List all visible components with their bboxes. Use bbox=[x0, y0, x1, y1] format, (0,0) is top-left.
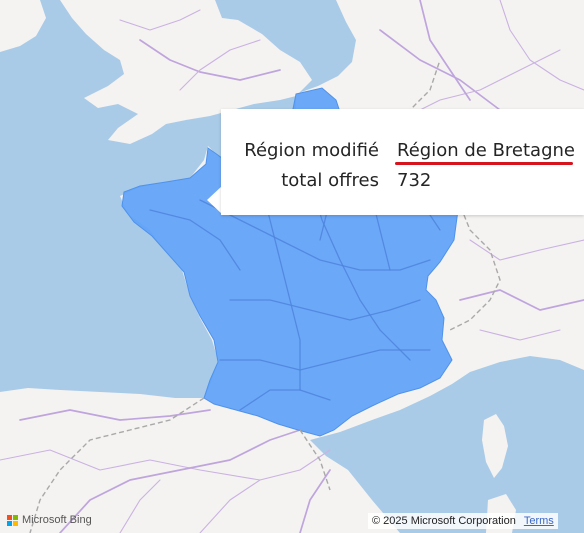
map-footer: © 2025 Microsoft Corporation Terms bbox=[368, 513, 558, 529]
landmass-corsica bbox=[482, 414, 508, 478]
tooltip-pointer bbox=[207, 186, 222, 214]
tooltip-label-region: Région modifié bbox=[244, 140, 379, 161]
copyright-text: © 2025 Microsoft Corporation bbox=[372, 515, 516, 527]
country-borders bbox=[29, 59, 501, 533]
tooltip-value-offers: 732 bbox=[397, 170, 432, 191]
terms-link[interactable]: Terms bbox=[523, 515, 554, 527]
bing-logo-text: Microsoft Bing bbox=[22, 514, 92, 526]
bing-logo: Microsoft Bing bbox=[7, 512, 92, 528]
landmass-ireland bbox=[0, 0, 46, 52]
microsoft-logo-icon bbox=[7, 514, 18, 526]
tooltip-value-region: Région de Bretagne bbox=[397, 140, 575, 161]
tooltip-label-offers: total offres bbox=[281, 170, 379, 191]
landmass-british-isles bbox=[60, 0, 312, 144]
mediterranean-sea bbox=[310, 356, 584, 533]
tooltip-spellcheck-underline bbox=[395, 162, 573, 165]
